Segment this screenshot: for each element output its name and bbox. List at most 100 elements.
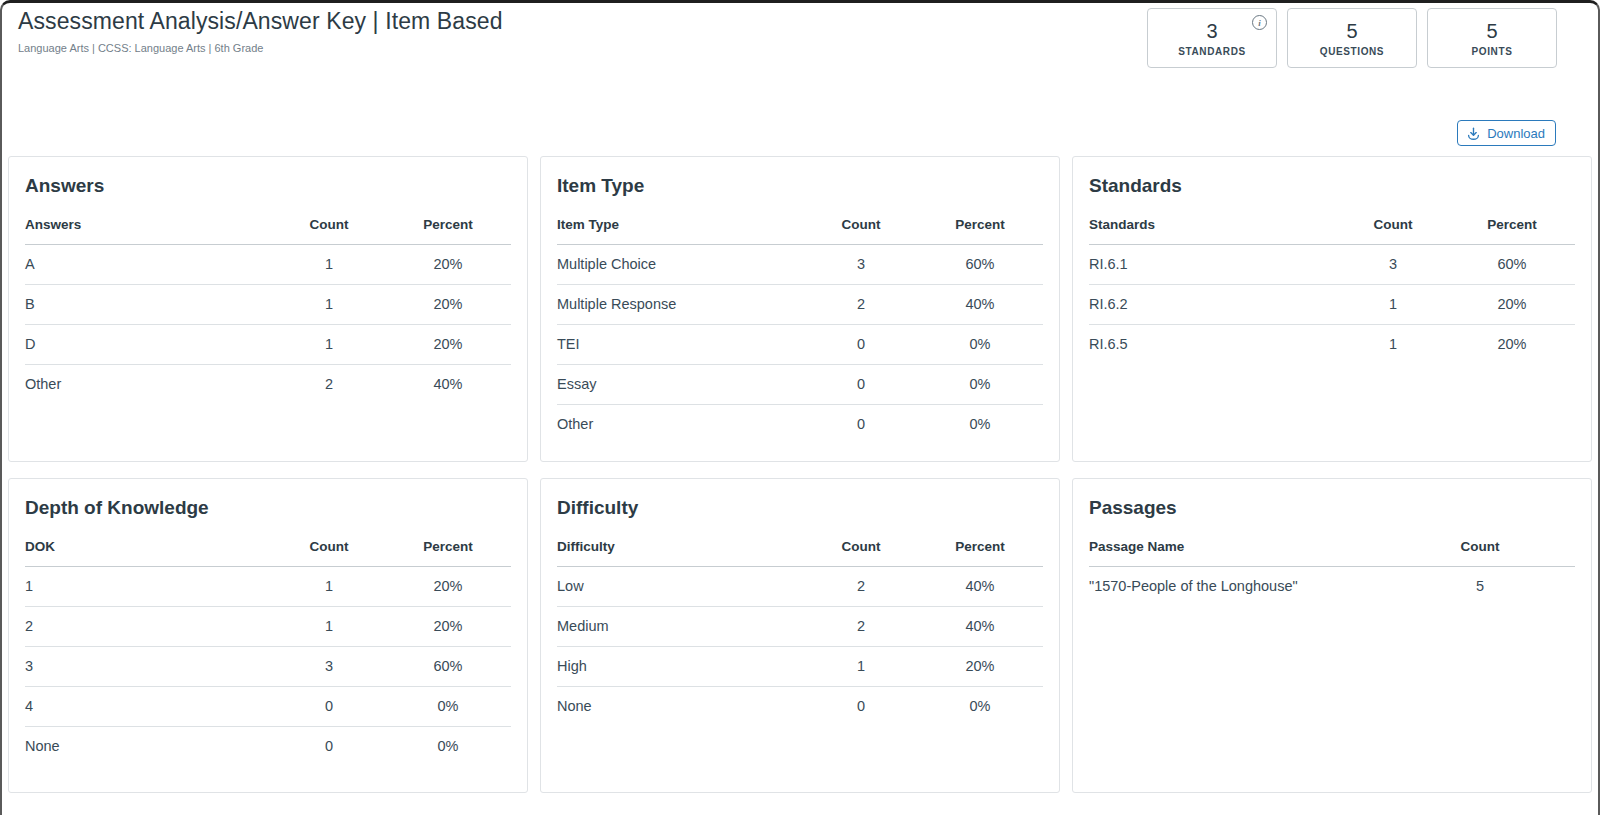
row-value: 0 xyxy=(805,687,917,727)
row-label: 1 xyxy=(25,567,273,607)
row-value: 3 xyxy=(805,245,917,285)
column-header: DOK xyxy=(25,539,273,567)
card-title: Passages xyxy=(1089,497,1575,519)
row-value: 0% xyxy=(385,687,511,727)
row-value: 20% xyxy=(385,607,511,647)
table-row: 3360% xyxy=(25,647,511,687)
row-label: A xyxy=(25,245,273,285)
row-label: Multiple Choice xyxy=(557,245,805,285)
row-value: 0 xyxy=(273,687,385,727)
row-value: 1 xyxy=(1337,285,1449,325)
dok-table: DOKCountPercent1120%2120%3360%400%None00… xyxy=(25,539,511,766)
column-header: Count xyxy=(1337,217,1449,245)
row-value: 40% xyxy=(917,567,1043,607)
column-header: Percent xyxy=(385,217,511,245)
answers-table: AnswersCountPercentA120%B120%D120%Other2… xyxy=(25,217,511,404)
card-title: Depth of Knowledge xyxy=(25,497,511,519)
row-value: 20% xyxy=(385,325,511,365)
row-value: 1 xyxy=(1337,325,1449,365)
row-value: 20% xyxy=(1449,285,1575,325)
standards-table: StandardsCountPercentRI.6.1360%RI.6.2120… xyxy=(1089,217,1575,364)
table-row: "1570-People of the Longhouse"5 xyxy=(1089,567,1575,607)
row-value: 1 xyxy=(273,567,385,607)
row-value: 1 xyxy=(273,607,385,647)
column-header: Count xyxy=(273,217,385,245)
row-value: 20% xyxy=(385,245,511,285)
row-label: RI.6.1 xyxy=(1089,245,1337,285)
row-value: 0% xyxy=(917,325,1043,365)
table-row: None00% xyxy=(557,687,1043,727)
table-row: 1120% xyxy=(25,567,511,607)
item-type-table: Item TypeCountPercentMultiple Choice360%… xyxy=(557,217,1043,444)
table-row: RI.6.2120% xyxy=(1089,285,1575,325)
row-label: Low xyxy=(557,567,805,607)
table-row: RI.6.5120% xyxy=(1089,325,1575,365)
stat-box-standards: i 3 STANDARDS xyxy=(1147,8,1277,68)
row-label: Multiple Response xyxy=(557,285,805,325)
info-icon[interactable]: i xyxy=(1252,15,1267,30)
row-value: 0% xyxy=(385,727,511,767)
column-header: Passage Name xyxy=(1089,539,1385,567)
card-difficulty: Difficulty DifficultyCountPercentLow240%… xyxy=(540,478,1060,793)
row-label: D xyxy=(25,325,273,365)
breadcrumb: Language Arts | CCSS: Language Arts | 6t… xyxy=(18,42,503,54)
row-value: 3 xyxy=(273,647,385,687)
row-value: 0% xyxy=(917,365,1043,405)
difficulty-table: DifficultyCountPercentLow240%Medium240% H… xyxy=(557,539,1043,726)
table-row: Other00% xyxy=(557,405,1043,445)
row-label: B xyxy=(25,285,273,325)
table-row: Low240% xyxy=(557,567,1043,607)
row-value: 20% xyxy=(385,567,511,607)
card-passages: Passages Passage NameCount"1570-People o… xyxy=(1072,478,1592,793)
row-value: 20% xyxy=(917,647,1043,687)
table-row: Other240% xyxy=(25,365,511,405)
table-row: B120% xyxy=(25,285,511,325)
row-label: None xyxy=(557,687,805,727)
row-value: 60% xyxy=(1449,245,1575,285)
table-row: Multiple Response240% xyxy=(557,285,1043,325)
card-title: Standards xyxy=(1089,175,1575,197)
row-value: 0% xyxy=(917,405,1043,445)
table-header-row: DifficultyCountPercent xyxy=(557,539,1043,567)
row-value: 0 xyxy=(805,365,917,405)
download-label: Download xyxy=(1487,126,1545,141)
row-label: High xyxy=(557,647,805,687)
table-row: Essay00% xyxy=(557,365,1043,405)
card-depth-of-knowledge: Depth of Knowledge DOKCountPercent1120%2… xyxy=(8,478,528,793)
passages-table: Passage NameCount"1570-People of the Lon… xyxy=(1089,539,1575,606)
row-value: 40% xyxy=(917,285,1043,325)
row-label: RI.6.2 xyxy=(1089,285,1337,325)
column-header: Count xyxy=(273,539,385,567)
stat-label: QUESTIONS xyxy=(1320,46,1384,57)
row-value: 40% xyxy=(385,365,511,405)
download-button[interactable]: Download xyxy=(1457,120,1556,146)
column-header: Percent xyxy=(917,217,1043,245)
stat-value: 5 xyxy=(1346,20,1357,42)
stat-label: STANDARDS xyxy=(1178,46,1245,57)
table-row: D120% xyxy=(25,325,511,365)
table-header-row: Item TypeCountPercent xyxy=(557,217,1043,245)
column-header: Difficulty xyxy=(557,539,805,567)
summary-stats: i 3 STANDARDS 5 QUESTIONS 5 POINTS xyxy=(1147,8,1557,68)
card-title: Difficulty xyxy=(557,497,1043,519)
table-row: TEI00% xyxy=(557,325,1043,365)
cards-grid: Answers AnswersCountPercentA120%B120%D12… xyxy=(8,156,1592,793)
row-label: 3 xyxy=(25,647,273,687)
table-header-row: AnswersCountPercent xyxy=(25,217,511,245)
row-value: 60% xyxy=(385,647,511,687)
table-row: 400% xyxy=(25,687,511,727)
table-header-row: DOKCountPercent xyxy=(25,539,511,567)
row-value: 2 xyxy=(805,607,917,647)
row-label: Medium xyxy=(557,607,805,647)
stat-value: 5 xyxy=(1486,20,1497,42)
column-header: Answers xyxy=(25,217,273,245)
row-value: 1 xyxy=(273,245,385,285)
table-row: High120% xyxy=(557,647,1043,687)
table-row: 2120% xyxy=(25,607,511,647)
column-header: Percent xyxy=(385,539,511,567)
row-value: 0% xyxy=(917,687,1043,727)
row-value: 5 xyxy=(1385,567,1575,607)
column-header: Percent xyxy=(917,539,1043,567)
row-label: RI.6.5 xyxy=(1089,325,1337,365)
table-row: None00% xyxy=(25,727,511,767)
